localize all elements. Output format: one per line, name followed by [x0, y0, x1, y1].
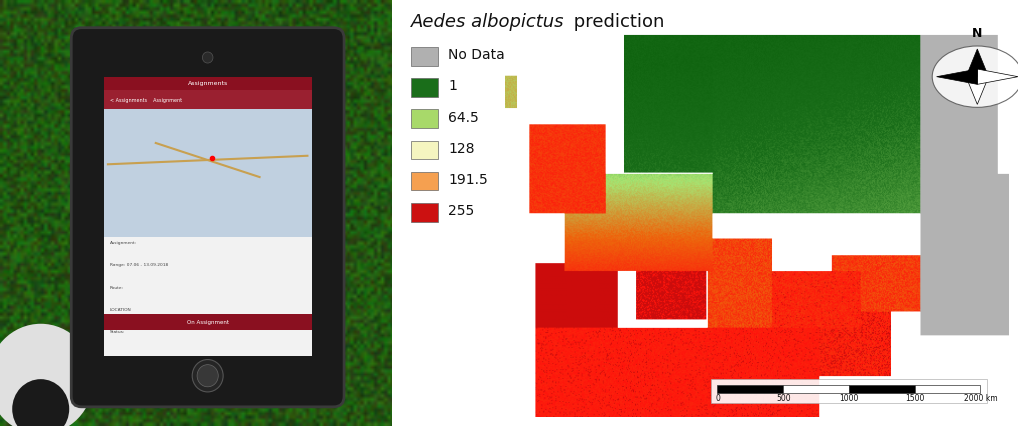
Text: Aedes albopictus: Aedes albopictus [410, 13, 564, 31]
Text: prediction: prediction [568, 13, 665, 31]
Text: On Assignment: On Assignment [186, 320, 229, 325]
Text: Route:: Route: [110, 285, 124, 290]
Text: Assignment:: Assignment: [110, 241, 137, 245]
Polygon shape [937, 69, 977, 84]
Bar [104, 237, 312, 356]
Bar [410, 141, 439, 159]
Bar [410, 203, 439, 222]
Bar [718, 385, 783, 393]
FancyBboxPatch shape [71, 28, 344, 407]
Text: 1500: 1500 [905, 394, 924, 403]
Bar [410, 172, 439, 190]
Text: 64.5: 64.5 [448, 111, 479, 124]
Circle shape [932, 46, 1018, 107]
Circle shape [0, 324, 94, 426]
Circle shape [12, 379, 69, 426]
Bar [104, 90, 312, 109]
Bar [104, 77, 312, 90]
Text: 191.5: 191.5 [448, 173, 488, 187]
Text: < Assignments    Assignment: < Assignments Assignment [110, 98, 182, 103]
Text: Status:: Status: [110, 330, 125, 334]
Text: No Data: No Data [448, 49, 505, 62]
Bar [849, 385, 915, 393]
Text: Range: 07.06 - 13.09.2018: Range: 07.06 - 13.09.2018 [110, 263, 168, 268]
Text: 1: 1 [448, 80, 457, 93]
Bar [104, 109, 312, 237]
Text: 500: 500 [776, 394, 791, 403]
Bar [410, 78, 439, 97]
Bar [915, 385, 980, 393]
Bar [712, 379, 986, 403]
Text: 1000: 1000 [839, 394, 858, 403]
Polygon shape [966, 77, 988, 104]
Bar [104, 314, 312, 330]
Circle shape [197, 365, 218, 387]
Text: 2000 km: 2000 km [964, 394, 998, 403]
Circle shape [192, 360, 223, 392]
Bar [410, 47, 439, 66]
Bar [410, 109, 439, 128]
Text: 255: 255 [448, 204, 474, 218]
Bar [783, 385, 849, 393]
Bar [104, 77, 312, 356]
Polygon shape [966, 49, 988, 77]
Circle shape [203, 52, 213, 63]
Text: N: N [972, 27, 982, 40]
Polygon shape [977, 69, 1018, 84]
Text: 0: 0 [715, 394, 720, 403]
Text: LOCATION: LOCATION [110, 308, 131, 312]
Text: Assignments: Assignments [187, 81, 228, 86]
Text: 128: 128 [448, 142, 474, 155]
